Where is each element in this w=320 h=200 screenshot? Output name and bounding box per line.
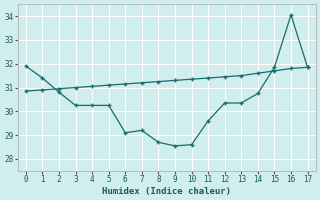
X-axis label: Humidex (Indice chaleur): Humidex (Indice chaleur) <box>102 187 231 196</box>
